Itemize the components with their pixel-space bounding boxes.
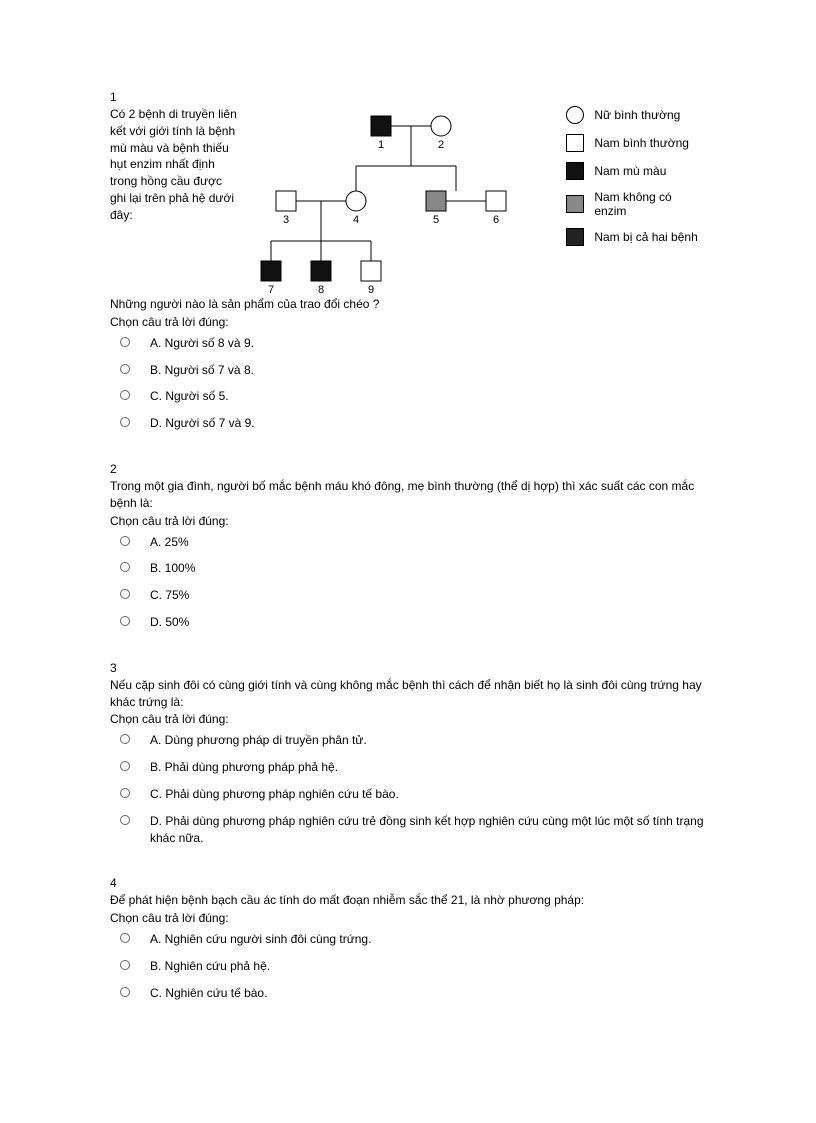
option: A. Người số 8 và 9.	[110, 335, 706, 352]
options: A. Dùng phương pháp di truyền phân tử. B…	[110, 732, 706, 846]
radio-icon[interactable]	[120, 562, 130, 572]
option: B. Phải dùng phương pháp phả hệ.	[110, 759, 706, 776]
option: C. Phải dùng phương pháp nghiên cứu tế b…	[110, 786, 706, 803]
option-text: B. Nghiên cứu phả hệ.	[150, 958, 706, 975]
option-text: A. Người số 8 và 9.	[150, 335, 706, 352]
legend-item: Nam bình thường	[566, 134, 706, 152]
option-text: C. Phải dùng phương pháp nghiên cứu tế b…	[150, 786, 706, 803]
radio-icon[interactable]	[120, 815, 130, 825]
radio-icon[interactable]	[120, 788, 130, 798]
legend-label: Nam bị cả hai bệnh	[594, 230, 697, 244]
svg-text:2: 2	[438, 139, 444, 151]
option: D. Người số 7 và 9.	[110, 415, 706, 432]
radio-icon[interactable]	[120, 734, 130, 744]
option: A. Nghiên cứu người sinh đôi cùng trứng.	[110, 931, 706, 948]
answer-instruction: Chọn câu trả lời đúng:	[110, 712, 706, 726]
option-text: D. Phải dùng phương pháp nghiên cứu trẻ …	[150, 813, 706, 847]
option: C. Người số 5.	[110, 388, 706, 405]
legend-item: Nam không có enzim	[566, 190, 706, 218]
option: C. Nghiên cứu tế bào.	[110, 985, 706, 1002]
q1-intro-text: Có 2 bệnh di truyền liên kết với giới tí…	[110, 106, 246, 224]
question-number: 3	[110, 661, 706, 675]
radio-icon[interactable]	[120, 933, 130, 943]
answer-instruction: Chọn câu trả lời đúng:	[110, 911, 706, 925]
question-number: 2	[110, 462, 706, 476]
legend: Nữ bình thường Nam bình thường Nam mù màu N…	[566, 106, 706, 256]
svg-text:5: 5	[433, 214, 439, 226]
options: A. 25% B. 100% C. 75% D. 50%	[110, 534, 706, 631]
svg-text:9: 9	[368, 284, 374, 296]
svg-text:4: 4	[353, 214, 359, 226]
radio-icon[interactable]	[120, 390, 130, 400]
radio-icon[interactable]	[120, 589, 130, 599]
option-text: C. Nghiên cứu tế bào.	[150, 985, 706, 1002]
radio-icon[interactable]	[120, 616, 130, 626]
legend-item: Nam mù màu	[566, 162, 706, 180]
svg-text:8: 8	[318, 284, 324, 296]
radio-icon[interactable]	[120, 337, 130, 347]
legend-label: Nữ bình thường	[594, 108, 680, 122]
option-text: B. Phải dùng phương pháp phả hệ.	[150, 759, 706, 776]
options: A. Nghiên cứu người sinh đôi cùng trứng.…	[110, 931, 706, 1001]
radio-icon[interactable]	[120, 364, 130, 374]
radio-icon[interactable]	[120, 987, 130, 997]
option-text: A. Nghiên cứu người sinh đôi cùng trứng.	[150, 931, 706, 948]
option-text: A. 25%	[150, 534, 706, 551]
legend-label: Nam không có enzim	[594, 190, 706, 218]
question-number: 4	[110, 876, 706, 890]
option-text: B. 100%	[150, 560, 706, 577]
question-4: 4 Để phát hiện bệnh bạch cầu ác tính do …	[110, 876, 706, 1001]
legend-symbol-circle	[566, 106, 584, 124]
radio-icon[interactable]	[120, 417, 130, 427]
svg-text:6: 6	[493, 214, 499, 226]
option-text: C. 75%	[150, 587, 706, 604]
legend-item: Nữ bình thường	[566, 106, 706, 124]
legend-symbol-gray	[566, 195, 584, 213]
option: B. Nghiên cứu phả hệ.	[110, 958, 706, 975]
q1-layout: Có 2 bệnh di truyền liên kết với giới tí…	[110, 106, 706, 296]
option-text: D. Người số 7 và 9.	[150, 415, 706, 432]
question-text: Nếu cặp sinh đôi có cùng giới tính và cù…	[110, 677, 706, 711]
legend-label: Nam mù màu	[594, 164, 666, 178]
svg-text:3: 3	[283, 214, 289, 226]
option-text: C. Người số 5.	[150, 388, 706, 405]
option-text: D. 50%	[150, 614, 706, 631]
options: A. Người số 8 và 9. B. Người số 7 và 8. …	[110, 335, 706, 432]
radio-icon[interactable]	[120, 536, 130, 546]
question-1: 1 Có 2 bệnh di truyền liên kết với giới …	[110, 90, 706, 432]
legend-symbol-dark	[566, 162, 584, 180]
answer-instruction: Chọn câu trả lời đúng:	[110, 514, 706, 528]
svg-text:7: 7	[268, 284, 274, 296]
option: A. 25%	[110, 534, 706, 551]
radio-icon[interactable]	[120, 761, 130, 771]
answer-instruction: Chọn câu trả lời đúng:	[110, 315, 706, 329]
option: D. 50%	[110, 614, 706, 631]
option-text: A. Dùng phương pháp di truyền phân tử.	[150, 732, 706, 749]
question-2: 2 Trong một gia đình, người bố mắc bệnh …	[110, 462, 706, 631]
option: C. 75%	[110, 587, 706, 604]
legend-label: Nam bình thường	[594, 136, 689, 150]
legend-symbol-square	[566, 134, 584, 152]
pedigree-diagram: 1 2 3 4 5 6 7 8 9	[246, 106, 536, 296]
legend-symbol-dark2	[566, 228, 584, 246]
option: B. Người số 7 và 8.	[110, 362, 706, 379]
option: B. 100%	[110, 560, 706, 577]
option-text: B. Người số 7 và 8.	[150, 362, 706, 379]
radio-icon[interactable]	[120, 960, 130, 970]
legend-item: Nam bị cả hai bệnh	[566, 228, 706, 246]
question-3: 3 Nếu cặp sinh đôi có cùng giới tính và …	[110, 661, 706, 847]
question-number: 1	[110, 90, 706, 104]
option: D. Phải dùng phương pháp nghiên cứu trẻ …	[110, 813, 706, 847]
svg-text:1: 1	[378, 139, 384, 151]
question-text: Trong một gia đình, người bố mắc bệnh má…	[110, 478, 706, 512]
question-text: Để phát hiện bệnh bạch cầu ác tính do mấ…	[110, 892, 706, 909]
option: A. Dùng phương pháp di truyền phân tử.	[110, 732, 706, 749]
